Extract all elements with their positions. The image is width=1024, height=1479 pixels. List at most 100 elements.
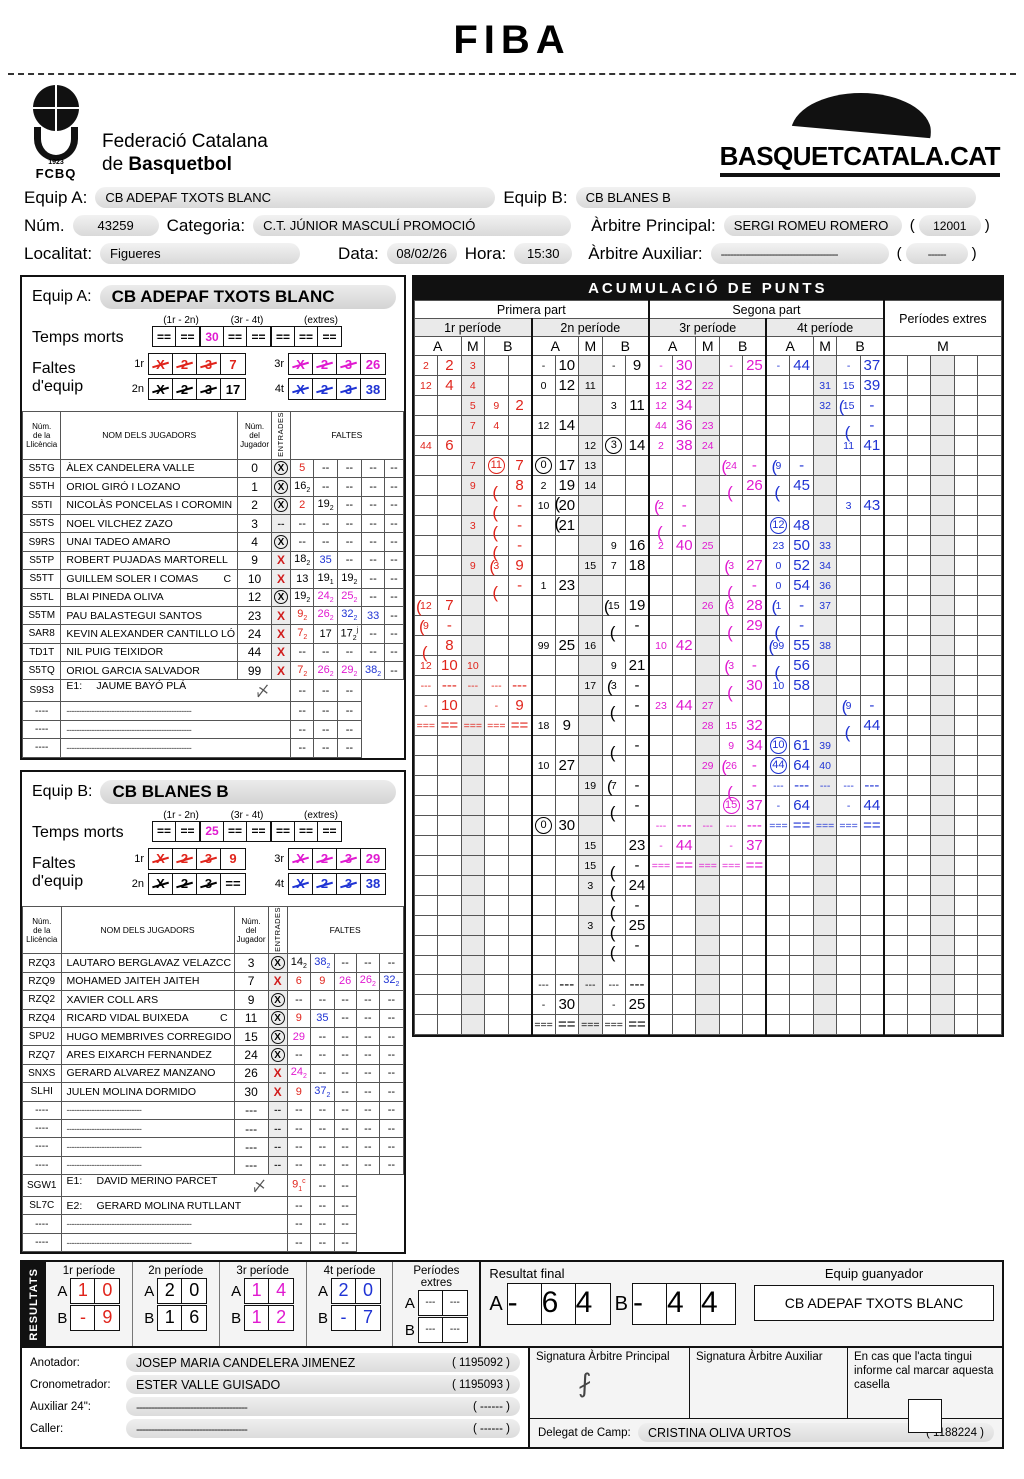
acc-cell-b-score[interactable] [859, 515, 885, 536]
player-foul-cell[interactable]: -- [313, 738, 338, 758]
player-foul-cell[interactable]: 322 [379, 971, 404, 992]
acc-cell-a-assist[interactable] [647, 595, 673, 616]
acc-cell-a-assist[interactable] [647, 555, 673, 576]
acc-cell-b-assist[interactable] [836, 875, 861, 896]
timeout-cell[interactable]: == [224, 821, 247, 841]
acc-cell-a-score[interactable] [789, 954, 814, 976]
acc-cell-a-score[interactable]: 42 [671, 635, 697, 656]
acc-cell-extra[interactable] [977, 855, 1002, 876]
acc-cell-extra[interactable] [930, 915, 955, 936]
team-foul-cell[interactable]: X [149, 379, 173, 399]
table-row[interactable]: RZQ3 LAUTARO BERGLAVAZ VELAZCC 3 X 142 382 -- -… [22, 953, 404, 973]
acc-cell-marker[interactable] [812, 974, 838, 996]
categoria-field[interactable]: C.T. JÚNIOR MASCULÍ PROMOCIÓ [253, 215, 572, 236]
acc-cell-marker[interactable] [695, 655, 720, 676]
acc-cell-extra[interactable] [953, 375, 979, 396]
acc-cell-a-assist[interactable] [413, 835, 439, 856]
acc-cell-a-assist[interactable] [530, 695, 556, 716]
acc-cell-extra[interactable] [930, 875, 955, 896]
acc-cell-a-score[interactable]: 32 [671, 375, 697, 396]
acc-cell-b-assist[interactable] [484, 475, 509, 496]
acc-cell-a-score[interactable] [437, 515, 462, 536]
acc-cell-marker[interactable] [578, 695, 603, 716]
acc-cell-marker[interactable] [460, 895, 486, 916]
acc-cell-b-assist[interactable]: 24 [718, 455, 744, 476]
acc-cell-extra[interactable] [882, 895, 908, 916]
team-foul-cell[interactable]: X [289, 379, 313, 399]
acc-cell-marker[interactable] [695, 935, 720, 956]
acc-cell-extra[interactable] [906, 974, 932, 996]
player-foul-cell[interactable]: 9 [286, 1008, 312, 1028]
acc-cell-marker[interactable]: 4 [460, 375, 486, 396]
acc-cell-extra[interactable] [953, 935, 979, 956]
player-entry[interactable]: X [271, 642, 292, 663]
acc-cell-marker[interactable]: 14 [578, 475, 603, 496]
acc-cell-b-assist[interactable] [484, 855, 509, 876]
coach-row[interactable]: ---- ------------------------------------… [21, 701, 404, 721]
acc-cell-marker[interactable]: 39 [812, 735, 838, 756]
acc-cell-marker[interactable] [460, 535, 486, 556]
acc-cell-extra[interactable] [930, 415, 955, 436]
acc-cell-marker[interactable]: 10 [460, 655, 486, 676]
acc-cell-b-score[interactable]: 9 [507, 555, 533, 576]
acc-cell-marker[interactable]: --- [460, 675, 486, 696]
acc-cell-extra[interactable] [906, 635, 932, 656]
timeout-cell[interactable]: == [322, 824, 337, 839]
acc-cell-extra[interactable] [953, 555, 979, 576]
acc-cell-marker[interactable]: 19 [578, 775, 603, 796]
acc-cell-b-assist[interactable] [718, 675, 744, 696]
player-entry[interactable]: X [267, 1026, 288, 1047]
player-foul-cell[interactable]: -- [360, 458, 386, 479]
acc-cell-b-assist[interactable]: === [836, 815, 861, 836]
player-entry[interactable]: X [267, 953, 288, 973]
player-foul-cell[interactable]: 192 [290, 587, 315, 607]
timeout-cell[interactable]: == [180, 824, 195, 839]
player-foul-cell[interactable]: -- [313, 458, 338, 479]
acc-cell-marker[interactable]: 26 [695, 595, 720, 616]
acc-cell-extra[interactable] [906, 755, 932, 776]
acc-cell-b-score[interactable]: == [742, 855, 767, 876]
acc-cell-b-assist[interactable] [601, 515, 627, 536]
acc-cell-a-assist[interactable]: 10 [647, 635, 673, 656]
acc-cell-extra[interactable] [977, 635, 1002, 656]
player-foul-cell[interactable]: 172j [336, 624, 362, 644]
acc-cell-a-score[interactable] [789, 835, 814, 856]
acc-cell-extra[interactable] [906, 675, 932, 696]
team-foul-cell[interactable]: X [289, 873, 313, 894]
acc-cell-b-score[interactable] [742, 875, 767, 896]
acc-cell-a-assist[interactable]: 12 [413, 375, 439, 396]
acc-cell-extra[interactable] [930, 775, 955, 796]
player-foul-cell[interactable]: -- [310, 1100, 335, 1120]
acc-cell-a-assist[interactable] [413, 775, 439, 796]
acc-cell-b-score[interactable]: 19 [624, 595, 650, 616]
acc-cell-extra[interactable] [906, 655, 932, 676]
equip-b-field[interactable]: CB BLANES B [575, 187, 976, 208]
acc-cell-a-score[interactable] [671, 775, 697, 796]
acc-cell-a-assist[interactable] [530, 395, 556, 416]
acc-cell-b-score[interactable] [742, 915, 767, 936]
acc-cell-a-assist[interactable] [530, 875, 556, 896]
coach-row[interactable]: ---- ------------------------------------… [21, 738, 404, 758]
acc-cell-b-assist[interactable]: - [836, 795, 861, 816]
acc-cell-marker[interactable] [812, 355, 838, 376]
acc-cell-b-assist[interactable]: 15 [601, 595, 627, 616]
acc-cell-a-score[interactable] [789, 695, 814, 716]
acc-cell-b-assist[interactable] [484, 835, 509, 856]
acc-cell-b-assist[interactable] [836, 655, 861, 676]
acc-cell-b-assist[interactable]: 9 [484, 395, 509, 416]
acc-cell-extra[interactable] [906, 575, 932, 596]
acc-cell-b-assist[interactable] [484, 815, 509, 836]
team-foul-cell[interactable]: 7 [229, 356, 237, 372]
acc-cell-a-assist[interactable] [765, 415, 791, 436]
table-row[interactable]: ---- ------------------------------ --- -- -… [22, 1155, 404, 1176]
acc-cell-b-assist[interactable]: 11 [484, 455, 509, 476]
acc-cell-extra[interactable] [930, 575, 955, 596]
player-foul-cell[interactable]: -- [355, 1082, 381, 1102]
acc-cell-b-score[interactable] [742, 974, 767, 996]
acc-cell-b-score[interactable] [507, 775, 533, 796]
acc-cell-a-score[interactable]: --- [789, 775, 814, 796]
acc-cell-b-assist[interactable] [836, 635, 861, 656]
acc-cell-a-score[interactable] [789, 375, 814, 396]
